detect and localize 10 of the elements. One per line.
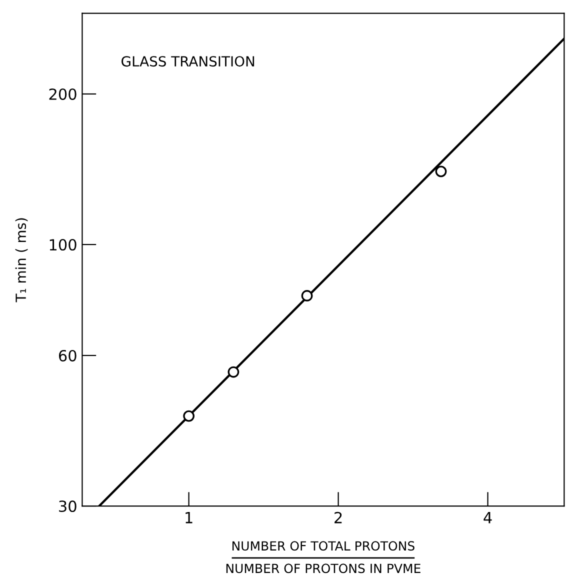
x-tick-label: 1 — [186, 512, 192, 524]
x-tick-label: 2 — [334, 512, 342, 524]
y-tick-label: 60 — [58, 350, 76, 362]
y-tick-label: 200 — [49, 88, 76, 100]
y-tick-label: 100 — [50, 238, 76, 251]
y-axis-title: T₁ min ( ms) — [15, 218, 28, 302]
y-tick-label: 30 — [59, 500, 76, 512]
annotation: GLASS TRANSITION — [122, 56, 254, 67]
x-axis-title: NUMBER OF TOTAL PROTONS NUMBER OF PROTONS IN PVME — [226, 541, 420, 574]
x-tick-label: 4 — [484, 512, 492, 524]
